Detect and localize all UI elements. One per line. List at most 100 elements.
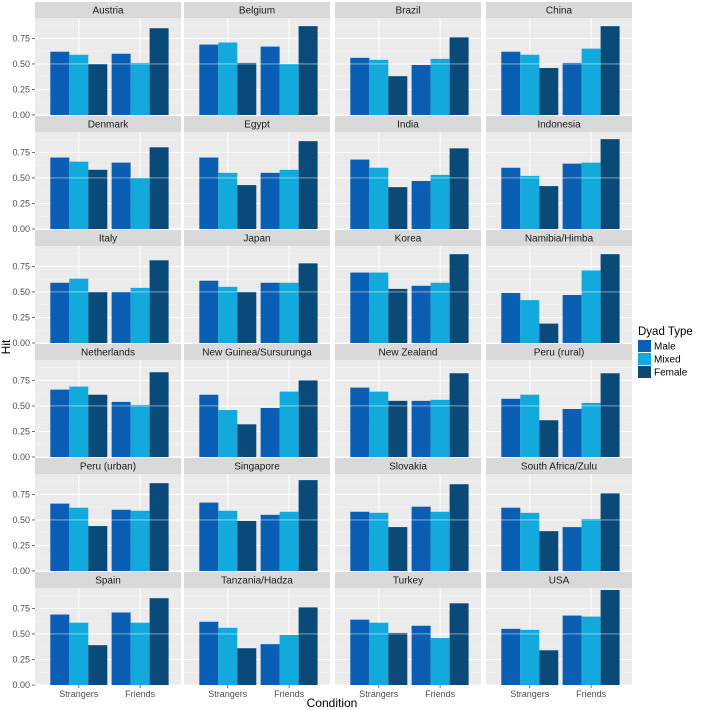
bar-spain-strangers-mixed	[69, 622, 89, 685]
bar-singapore-strangers-male	[199, 502, 219, 571]
y-tick-label: 0.00	[12, 452, 30, 462]
bar-belgium-strangers-male	[199, 44, 219, 116]
bar-austria-strangers-male	[50, 51, 70, 115]
bar-new-zealand-strangers-female	[388, 400, 408, 457]
y-tick-label: 0.25	[12, 426, 30, 436]
facet-title-turkey: Turkey	[393, 576, 423, 587]
bar-turkey-friends-mixed	[430, 638, 450, 685]
facet-title-india: India	[397, 120, 419, 131]
bar-japan-friends-female	[298, 263, 318, 343]
facet-strip-japan	[184, 230, 330, 246]
bar-singapore-friends-male	[260, 514, 280, 571]
y-tick-label: 0.25	[12, 84, 30, 94]
bar-south-africa-zulu-strangers-mixed	[520, 512, 540, 571]
facet-title-new-guinea-sursurunga: New Guinea/Sursurunga	[202, 348, 312, 359]
bar-brazil-friends-male	[411, 64, 431, 115]
bar-indonesia-strangers-male	[501, 167, 521, 229]
bar-south-africa-zulu-friends-male	[562, 527, 582, 571]
bar-namibia-himba-friends-mixed	[581, 270, 601, 343]
y-tick-label: 0.75	[12, 603, 30, 613]
bar-turkey-friends-male	[411, 625, 431, 685]
bar-japan-strangers-male	[199, 280, 219, 343]
bar-peru-rural-strangers-female	[539, 420, 559, 457]
facet-strip-new-guinea-sursurunga	[184, 344, 330, 360]
facet-strip-usa	[486, 572, 632, 588]
facet-title-tanzania-hadza: Tanzania/Hadza	[221, 576, 293, 587]
bar-namibia-himba-strangers-female	[539, 323, 559, 343]
bar-peru-urban-strangers-male	[50, 503, 70, 571]
bar-indonesia-friends-male	[562, 163, 582, 229]
bar-singapore-strangers-mixed	[218, 510, 238, 571]
facet-strip-namibia-himba	[486, 230, 632, 246]
y-tick-label: 0.50	[12, 287, 30, 297]
bar-brazil-strangers-female	[388, 76, 408, 115]
bar-netherlands-friends-male	[111, 401, 131, 457]
bar-singapore-friends-female	[298, 480, 318, 571]
facet-title-austria: Austria	[92, 6, 124, 17]
bar-peru-rural-friends-female	[600, 373, 620, 457]
bar-netherlands-strangers-female	[88, 394, 108, 457]
bar-egypt-strangers-mixed	[218, 172, 238, 229]
facet-strip-korea	[335, 230, 481, 246]
bar-turkey-friends-female	[449, 603, 469, 685]
bar-belgium-friends-mixed	[279, 63, 299, 115]
bar-denmark-strangers-female	[88, 169, 108, 229]
facet-strip-turkey	[335, 572, 481, 588]
facet-strip-belgium	[184, 2, 330, 18]
y-tick-label: 0.00	[12, 680, 30, 690]
x-tick-label: Strangers	[359, 689, 399, 699]
bar-usa-strangers-male	[501, 628, 521, 685]
y-tick-label: 0.50	[12, 515, 30, 525]
bar-slovakia-strangers-mixed	[369, 512, 389, 571]
x-tick-label: Friends	[425, 689, 456, 699]
facet-title-netherlands: Netherlands	[81, 348, 135, 359]
y-tick-label: 0.00	[12, 224, 30, 234]
bar-egypt-friends-mixed	[279, 169, 299, 229]
facet-title-italy: Italy	[99, 234, 117, 245]
bar-belgium-strangers-mixed	[218, 42, 238, 115]
bar-peru-urban-friends-male	[111, 509, 131, 571]
bar-india-friends-female	[449, 148, 469, 229]
bar-spain-friends-female	[149, 598, 169, 685]
facet-strip-peru-urban	[35, 458, 181, 474]
bar-belgium-friends-male	[260, 46, 280, 115]
facet-strip-netherlands	[35, 344, 181, 360]
bar-china-friends-female	[600, 26, 620, 116]
legend-label-female: Female	[654, 368, 688, 379]
bar-new-guinea-sursurunga-strangers-female	[237, 424, 257, 457]
bar-new-zealand-strangers-mixed	[369, 391, 389, 457]
bar-austria-strangers-mixed	[69, 54, 89, 115]
bar-korea-strangers-male	[350, 272, 370, 343]
bar-austria-friends-female	[149, 28, 169, 115]
legend-key-male	[638, 340, 651, 352]
bar-italy-friends-male	[111, 291, 131, 343]
bar-netherlands-friends-female	[149, 372, 169, 457]
facet-strip-spain	[35, 572, 181, 588]
facet-title-peru-rural: Peru (rural)	[534, 348, 585, 359]
legend-key-female	[638, 366, 651, 378]
facet-strip-indonesia	[486, 116, 632, 132]
bar-indonesia-friends-female	[600, 139, 620, 229]
facet-title-singapore: Singapore	[234, 462, 280, 473]
x-axis-title: Condition	[307, 696, 358, 710]
bar-new-guinea-sursurunga-friends-male	[260, 407, 280, 457]
bar-south-africa-zulu-strangers-male	[501, 507, 521, 571]
facet-strip-singapore	[184, 458, 330, 474]
y-tick-label: 0.25	[12, 198, 30, 208]
bar-south-africa-zulu-friends-female	[600, 493, 620, 571]
facet-title-south-africa-zulu: South Africa/Zulu	[521, 462, 597, 473]
bar-china-friends-male	[562, 62, 582, 115]
bar-slovakia-strangers-female	[388, 527, 408, 571]
x-tick-label: Friends	[576, 689, 607, 699]
bar-denmark-friends-male	[111, 162, 131, 229]
bar-peru-rural-strangers-male	[501, 398, 521, 457]
bar-indonesia-strangers-mixed	[520, 175, 540, 229]
facet-title-slovakia: Slovakia	[389, 462, 427, 473]
bar-india-friends-mixed	[430, 174, 450, 229]
facet-title-denmark: Denmark	[88, 120, 130, 131]
bar-korea-friends-male	[411, 285, 431, 343]
facet-strip-tanzania-hadza	[184, 572, 330, 588]
facet-strip-egypt	[184, 116, 330, 132]
bar-netherlands-strangers-male	[50, 389, 70, 457]
